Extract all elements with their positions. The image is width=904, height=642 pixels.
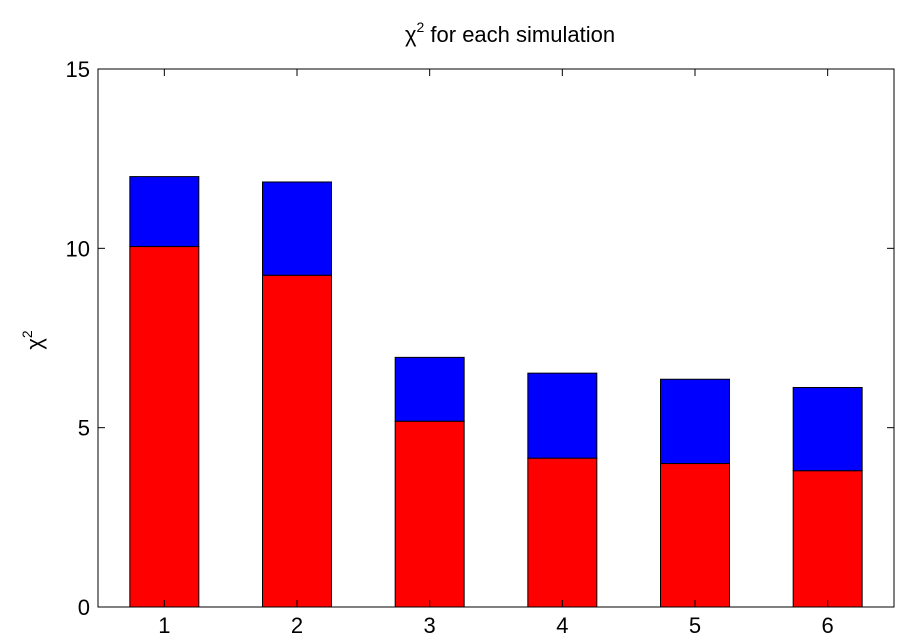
y-tick-label-0: 0 <box>78 595 90 620</box>
y-axis-label-sup: 2 <box>19 330 35 338</box>
bar-cat1-seg1 <box>129 246 200 608</box>
x-tick-label-6: 6 <box>822 613 834 638</box>
bar-cat6-seg1 <box>792 470 863 608</box>
y-axis-label-base: χ <box>22 338 47 350</box>
x-tick-label-2: 2 <box>291 613 303 638</box>
y-tick-labels: 0 5 10 15 <box>66 57 90 620</box>
bar-group <box>129 176 863 608</box>
bar-cat4-seg1 <box>527 457 598 608</box>
bar-cat6-seg2 <box>792 386 863 472</box>
bar-cat4-seg2 <box>527 372 598 459</box>
chart-title: χ2 for each simulation <box>405 19 615 47</box>
bar-cat5-seg1 <box>660 463 730 608</box>
bar-cat3-seg1 <box>394 420 465 608</box>
x-tick-label-3: 3 <box>424 613 436 638</box>
bar-cat3-seg2 <box>394 356 465 422</box>
x-tick-label-5: 5 <box>689 613 701 638</box>
y-tick-label-15: 15 <box>66 57 90 82</box>
chart-title-base: χ <box>405 22 417 47</box>
chart-title-sup: 2 <box>417 19 425 35</box>
plot-frame <box>97 68 895 608</box>
y-axis-label: χ2 <box>19 330 47 350</box>
bar-cat2-seg1 <box>262 274 332 608</box>
chart-title-rest: for each simulation <box>424 22 615 47</box>
bar-cat2-seg2 <box>262 181 332 276</box>
bar-cat1-seg2 <box>129 176 200 248</box>
y-tick-label-10: 10 <box>66 236 90 261</box>
x-tick-label-4: 4 <box>556 613 568 638</box>
bar-cat5-seg2 <box>660 378 730 465</box>
x-tick-label-1: 1 <box>158 613 170 638</box>
axes <box>97 68 895 608</box>
y-tick-label-5: 5 <box>78 416 90 441</box>
x-tick-labels: 1 2 3 4 5 6 <box>158 613 834 638</box>
